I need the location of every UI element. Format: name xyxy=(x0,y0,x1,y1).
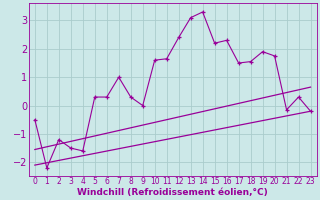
X-axis label: Windchill (Refroidissement éolien,°C): Windchill (Refroidissement éolien,°C) xyxy=(77,188,268,197)
